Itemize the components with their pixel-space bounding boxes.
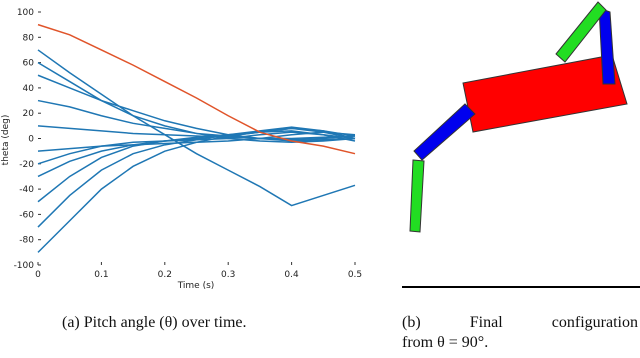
series-line bbox=[37, 127, 356, 228]
y-tick-label: -60 bbox=[19, 210, 34, 220]
series-line bbox=[37, 126, 356, 203]
robot-link bbox=[409, 159, 425, 233]
series-line bbox=[37, 74, 356, 142]
y-tick-label: 20 bbox=[23, 109, 35, 119]
caption: (a) Pitch angle (θ) over time. bbox=[62, 314, 247, 331]
y-tick-label: 0 bbox=[28, 135, 34, 145]
x-tick-label: 0.2 bbox=[158, 270, 172, 280]
x-tick-label: 0 bbox=[35, 270, 41, 280]
caption: (b) Final configuration bbox=[402, 314, 638, 331]
robot-diagram bbox=[402, 1, 640, 288]
x-tick-label: 0.5 bbox=[348, 270, 362, 280]
y-tick-label: 100 bbox=[17, 8, 34, 18]
y-axis-label: theta (deg) bbox=[1, 115, 11, 166]
series-line bbox=[37, 130, 356, 253]
y-tick-label: -20 bbox=[19, 160, 34, 170]
series-line bbox=[37, 99, 356, 140]
series-line bbox=[37, 49, 356, 207]
y-tick-label: 60 bbox=[23, 59, 35, 69]
robot-link bbox=[555, 1, 607, 63]
figure: Time (s) theta (deg) -100 -80 -60 -40 -20 0 20… bbox=[1, 1, 640, 291]
robot-link bbox=[413, 103, 476, 161]
robot-link bbox=[598, 7, 616, 85]
series-line bbox=[37, 23, 356, 155]
y-tick-label: -40 bbox=[19, 185, 34, 195]
caption: from θ = 90°. bbox=[402, 334, 489, 351]
x-axis-label: Time (s) bbox=[177, 281, 215, 291]
x-tick-label: 0.4 bbox=[284, 270, 299, 280]
y-tick-label: -100 bbox=[14, 261, 35, 271]
x-tick-label: 0.3 bbox=[221, 270, 235, 280]
series-line bbox=[37, 125, 356, 141]
y-tick-label: 80 bbox=[23, 33, 35, 43]
y-tick-label: -80 bbox=[19, 236, 34, 246]
x-tick-label: 0.1 bbox=[94, 270, 108, 280]
y-tick-label: 40 bbox=[23, 84, 35, 94]
